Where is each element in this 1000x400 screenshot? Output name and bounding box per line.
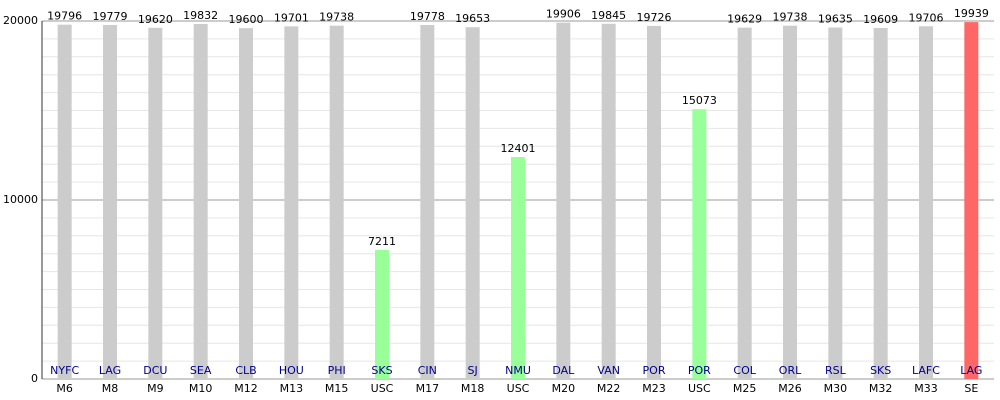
opponent-label: LAFC [912,364,940,377]
x-tick-label: M20 [552,382,576,395]
bar [375,249,389,379]
x-tick-label: USC [688,382,711,395]
x-tick-label: M12 [234,382,258,395]
x-tick-label: M9 [147,382,164,395]
x-tick-label: M10 [189,382,213,395]
x-tick-label: M8 [102,382,119,395]
opponent-label: SEA [190,364,212,377]
opponent-label: PHI [328,364,346,377]
opponent-label: CIN [418,364,437,377]
value-label: 19726 [637,11,672,24]
x-tick-label: USC [507,382,530,395]
opponent-label: POR [688,364,711,377]
opponent-label: ORL [779,364,802,377]
value-label: 19653 [455,12,490,25]
opponent-label: CLB [235,364,256,377]
x-tick-label: M32 [869,382,893,395]
value-label: 19906 [546,8,581,21]
x-tick-label: M26 [778,382,802,395]
bar [420,24,435,379]
bar [103,24,117,379]
x-tick-label: M13 [280,382,304,395]
bar [737,27,752,379]
bar [647,25,661,379]
value-label: 19706 [909,11,944,24]
x-tick-label: M6 [56,382,73,395]
opponent-label: SKS [371,364,392,377]
opponent-label: RSL [825,364,847,377]
opponent-label: DCU [143,364,167,377]
bar [692,109,707,379]
bar [511,157,525,379]
value-label: 19738 [773,11,808,24]
bar [329,25,344,380]
value-label: 19779 [93,10,128,23]
bar [556,22,571,380]
x-tick-label: M33 [914,382,938,395]
value-label: 19609 [863,13,898,26]
bar [193,24,208,379]
value-label: 19845 [591,9,626,22]
opponent-label: NYFC [50,364,79,377]
value-label: 19600 [229,13,264,26]
opponent-label: SKS [870,364,891,377]
y-tick-label: 10000 [3,193,38,206]
value-label: 19701 [274,11,309,24]
bar [57,24,72,379]
x-tick-label: M18 [461,382,485,395]
opponent-label: VAN [597,364,620,377]
value-label: 19832 [183,9,218,22]
bar [239,28,253,379]
value-label: 19939 [954,7,989,20]
bar [284,26,299,379]
opponent-label: DAL [552,364,575,377]
value-label: 12401 [501,142,536,155]
x-tick-label: USC [371,382,394,395]
bar [873,27,888,379]
opponent-label: LAG [99,364,121,377]
opponent-label: NMU [505,364,531,377]
value-label: 19620 [138,13,173,26]
value-label: 15073 [682,94,717,107]
bar [601,23,616,379]
value-label: 19778 [410,10,445,23]
opponent-label: POR [643,364,666,377]
x-tick-label: M30 [824,382,848,395]
bar [783,25,797,380]
x-tick-label: M25 [733,382,757,395]
y-tick-label: 20000 [3,14,38,27]
value-label: 19796 [47,10,82,23]
bar [148,27,163,379]
bar [828,27,843,379]
y-tick-label: 0 [31,372,38,385]
bar [919,26,933,379]
x-tick-label: M23 [642,382,666,395]
x-tick-label: SE [964,382,978,395]
value-label: 19635 [818,13,853,26]
opponent-label: HOU [279,364,304,377]
value-label: 19629 [727,13,762,26]
opponent-label: LAG [960,364,982,377]
value-label: 19738 [319,11,354,24]
bar [964,22,979,380]
bar [465,27,480,379]
x-tick-label: M17 [416,382,440,395]
x-tick-label: M15 [325,382,349,395]
x-tick-label: M22 [597,382,621,395]
value-label: 7211 [368,235,396,248]
opponent-label: SJ [468,364,478,377]
opponent-label: COL [733,364,756,377]
